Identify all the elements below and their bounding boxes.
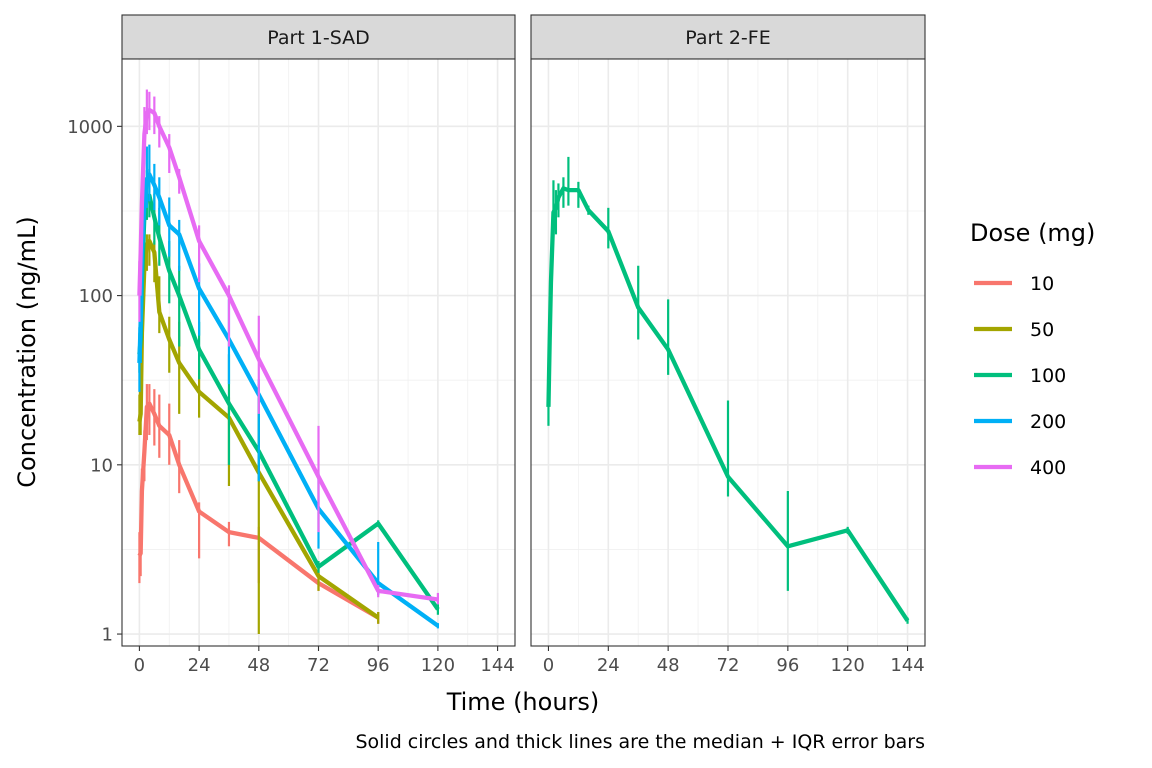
y-tick-label: 1000 <box>67 117 113 138</box>
y-tick-label: 100 <box>79 286 113 307</box>
x-tick-label: 96 <box>776 655 799 676</box>
x-tick-label: 72 <box>307 655 330 676</box>
legend-label: 400 <box>1030 457 1066 479</box>
x-tick-label: 0 <box>134 655 145 676</box>
x-axis-title: Time (hours) <box>446 688 600 716</box>
panel-part-2-fe: Part 2-FE 0 24 48 72 96 120 144 <box>530 14 926 676</box>
panel-1-strip <box>121 14 516 60</box>
panel-2-x-axis: 0 24 48 72 96 120 144 <box>543 646 925 676</box>
caption: Solid circles and thick lines are the me… <box>355 731 925 753</box>
panel-2-strip <box>530 14 926 60</box>
legend-title: Dose (mg) <box>970 219 1095 247</box>
panel-2-strip-label: Part 2-FE <box>685 27 770 49</box>
y-tick-label: 1 <box>102 625 113 646</box>
legend-item-10: 10 <box>974 273 1054 295</box>
legend-label: 200 <box>1030 411 1066 433</box>
x-tick-label: 120 <box>421 655 455 676</box>
panel-1-x-axis: 0 24 48 72 96 120 144 <box>134 646 515 676</box>
x-tick-label: 144 <box>480 655 514 676</box>
legend: Dose (mg) 10 50 100 200 400 <box>970 219 1095 479</box>
panel-1-series <box>137 89 440 635</box>
y-tick-label: 10 <box>90 455 113 476</box>
x-tick-label: 0 <box>543 655 554 676</box>
x-tick-label: 144 <box>890 655 924 676</box>
panel-2-series <box>546 156 910 624</box>
x-tick-label: 120 <box>831 655 865 676</box>
legend-items: 10 50 100 200 400 <box>974 273 1066 479</box>
x-tick-label: 48 <box>657 655 680 676</box>
x-tick-label: 48 <box>247 655 270 676</box>
median-line <box>137 401 380 620</box>
x-tick-label: 24 <box>597 655 620 676</box>
panel-part-1-sad: Part 1-SAD 0 24 48 72 96 120 144 <box>121 14 516 676</box>
panel-2-grid <box>531 59 925 646</box>
panel-1-strip-label: Part 1-SAD <box>267 27 370 49</box>
legend-item-200: 200 <box>974 411 1066 433</box>
series-dose-100 <box>546 156 910 624</box>
legend-label: 50 <box>1030 319 1054 341</box>
legend-item-400: 400 <box>974 457 1066 479</box>
legend-item-100: 100 <box>974 365 1066 387</box>
x-tick-label: 72 <box>717 655 740 676</box>
legend-label: 100 <box>1030 365 1066 387</box>
series-dose-10 <box>137 384 380 624</box>
median-line <box>546 186 910 622</box>
legend-item-50: 50 <box>974 319 1054 341</box>
series-dose-400 <box>137 89 439 605</box>
y-axis: 1 10 100 1000 <box>67 117 122 646</box>
median-line <box>137 107 439 602</box>
x-tick-label: 24 <box>188 655 211 676</box>
legend-label: 10 <box>1030 273 1054 295</box>
x-tick-label: 96 <box>367 655 390 676</box>
y-axis-title: Concentration (ng/mL) <box>13 216 41 487</box>
